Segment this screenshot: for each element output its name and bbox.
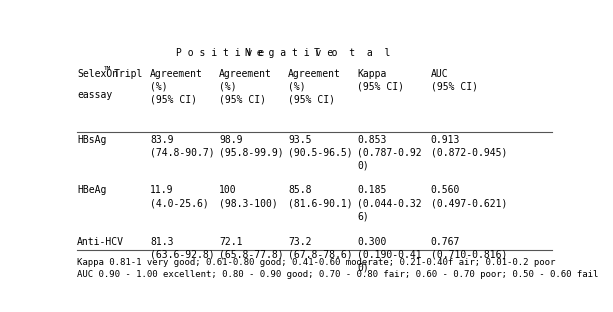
Text: HBsAg: HBsAg <box>77 135 107 145</box>
Text: 0.913
(0.872-0.945): 0.913 (0.872-0.945) <box>430 135 507 158</box>
Text: 11.9
(4.0-25.6): 11.9 (4.0-25.6) <box>150 185 209 208</box>
Text: Kappa 0.81-1 very good; 0.61-0.80 good; 0.41-0.60 moderate; 0.21-0.40f air; 0.01: Kappa 0.81-1 very good; 0.61-0.80 good; … <box>77 258 555 267</box>
Text: HBeAg: HBeAg <box>77 185 107 195</box>
Text: Agreement
(%)
(95% CI): Agreement (%) (95% CI) <box>219 69 272 104</box>
Text: AUC 0.90 - 1.00 excellent; 0.80 - 0.90 good; 0.70 - 0.80 fair; 0.60 - 0.70 poor;: AUC 0.90 - 1.00 excellent; 0.80 - 0.90 g… <box>77 271 598 280</box>
Text: Agreement
(%)
(95% CI): Agreement (%) (95% CI) <box>288 69 341 104</box>
Text: SelexOn: SelexOn <box>77 69 118 79</box>
Text: 0.300
(0.190-0.41
0): 0.300 (0.190-0.41 0) <box>357 237 422 273</box>
Text: 100
(98.3-100): 100 (98.3-100) <box>219 185 278 208</box>
Text: 0.853
(0.787-0.92
0): 0.853 (0.787-0.92 0) <box>357 135 422 171</box>
Text: eassay: eassay <box>77 90 112 100</box>
Text: Tripl: Tripl <box>113 69 143 79</box>
Text: 72.1
(65.8-77.8): 72.1 (65.8-77.8) <box>219 237 284 260</box>
Text: N e g a t i v e: N e g a t i v e <box>245 48 333 58</box>
Text: 0.767
(0.710-0.816): 0.767 (0.710-0.816) <box>430 237 507 260</box>
Text: Anti-HCV: Anti-HCV <box>77 237 124 247</box>
Text: 85.8
(81.6-90.1): 85.8 (81.6-90.1) <box>288 185 352 208</box>
Text: Kappa
(95% CI): Kappa (95% CI) <box>357 69 404 91</box>
Text: 0.185
(0.044-0.32
6): 0.185 (0.044-0.32 6) <box>357 185 422 221</box>
Text: AUC
(95% CI): AUC (95% CI) <box>430 69 478 91</box>
Text: 98.9
(95.8-99.9): 98.9 (95.8-99.9) <box>219 135 284 158</box>
Text: 81.3
(63.6-92.8): 81.3 (63.6-92.8) <box>150 237 215 260</box>
Text: P o s i t i v e: P o s i t i v e <box>177 48 265 58</box>
Text: T  o  t  a  l: T o t a l <box>314 48 390 58</box>
Text: Agreement
(%)
(95% CI): Agreement (%) (95% CI) <box>150 69 203 104</box>
Text: TM: TM <box>104 66 112 71</box>
Text: 73.2
(67.8-78.6): 73.2 (67.8-78.6) <box>288 237 352 260</box>
Text: 0.560
(0.497-0.621): 0.560 (0.497-0.621) <box>430 185 507 208</box>
Text: 83.9
(74.8-90.7): 83.9 (74.8-90.7) <box>150 135 215 158</box>
Text: 93.5
(90.5-96.5): 93.5 (90.5-96.5) <box>288 135 352 158</box>
